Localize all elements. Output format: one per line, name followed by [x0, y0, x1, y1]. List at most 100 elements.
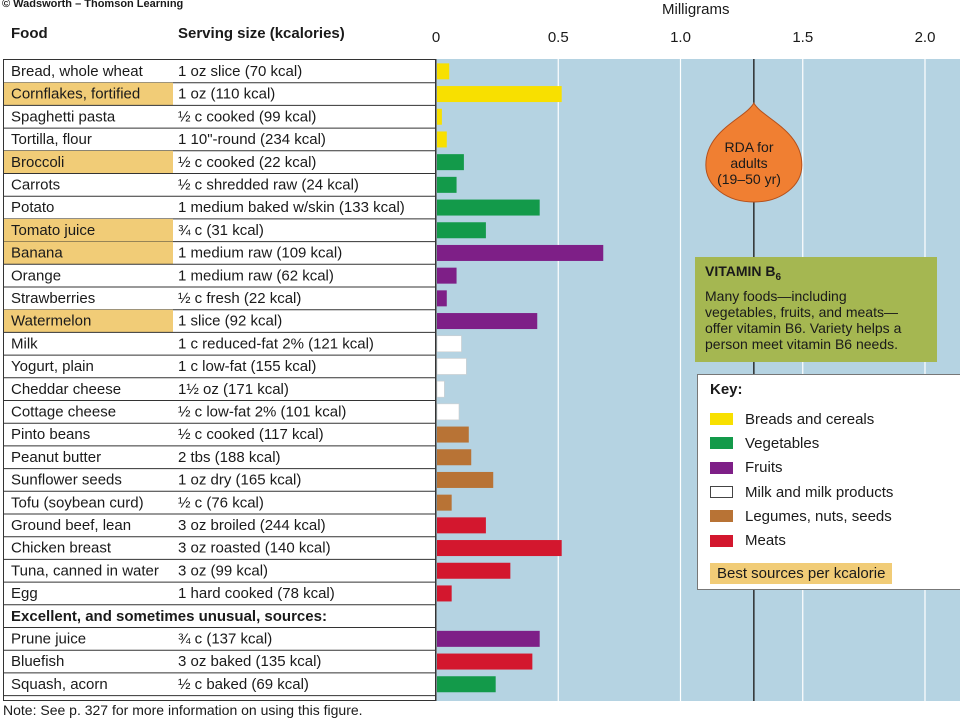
- serving-size: 3 oz baked (135 kcal): [178, 653, 321, 670]
- bar-vegetables: [437, 222, 486, 239]
- food-name: Tuna, canned in water: [11, 562, 159, 579]
- bar-fruits: [437, 290, 447, 307]
- best-source-highlight: [4, 241, 173, 265]
- bar-fruits: [437, 267, 457, 284]
- serving-size: ½ c (76 kcal): [178, 494, 264, 511]
- bar-legumes: [437, 426, 469, 443]
- bar-fruits: [437, 313, 538, 330]
- food-name: Milk: [11, 335, 38, 352]
- serving-size: 1 medium raw (62 kcal): [178, 267, 334, 284]
- serving-size: 1 c low-fat (155 kcal): [178, 358, 316, 375]
- serving-size: 3 oz (99 kcal): [178, 562, 268, 579]
- vitamin-b6-info-box: VITAMIN B6 Many foods—including vegetabl…: [695, 257, 937, 362]
- legend-item: Legumes, nuts, seeds: [710, 504, 951, 528]
- serving-size: 3 oz roasted (140 kcal): [178, 540, 331, 557]
- bar-vegetables: [437, 199, 540, 216]
- legend-label: Meats: [745, 532, 786, 550]
- food-name: Spaghetti pasta: [11, 108, 116, 125]
- bar-vegetables: [437, 676, 496, 693]
- serving-size: ½ c fresh (22 kcal): [178, 290, 301, 307]
- best-sources-legend: Best sources per kcalorie: [710, 562, 893, 584]
- serving-size: 1 hard cooked (78 kcal): [178, 585, 335, 602]
- bar-meats: [437, 517, 486, 534]
- food-name: Peanut butter: [11, 449, 101, 466]
- bar-breads: [437, 108, 442, 125]
- serving-size: 3 oz broiled (244 kcal): [178, 517, 326, 534]
- legend-swatch: [710, 534, 733, 547]
- food-name: Strawberries: [11, 290, 95, 307]
- serving-size: 1 slice (92 kcal): [178, 313, 282, 330]
- x-axis-title: Milligrams: [662, 1, 730, 18]
- legend-item: Milk and milk products: [710, 480, 951, 504]
- bar-fruits: [437, 244, 604, 261]
- food-column-header: Food: [11, 25, 48, 42]
- food-name: Watermelon: [11, 313, 91, 330]
- food-name: Ground beef, lean: [11, 517, 131, 534]
- x-tick-label: 1.5: [792, 29, 813, 46]
- serving-size: 1 oz slice (70 kcal): [178, 63, 302, 80]
- bar-breads: [437, 86, 562, 103]
- serving-size: ¾ c (137 kcal): [178, 631, 272, 648]
- footnote: Note: See p. 327 for more information on…: [3, 702, 363, 718]
- bar-legumes: [437, 449, 472, 466]
- rda-line-1: RDA for: [724, 139, 774, 155]
- food-name: Tofu (soybean curd): [11, 494, 144, 511]
- legend-swatch: [710, 437, 733, 450]
- legend-box: Key: Breads and cereals Vegetables Fruits M…: [697, 374, 960, 590]
- food-name: Egg: [11, 585, 38, 602]
- legend-swatch: [710, 413, 733, 426]
- x-tick-label: 0: [432, 29, 440, 46]
- food-name: Yogurt, plain: [11, 358, 94, 375]
- serving-size: ½ c low-fat 2% (101 kcal): [178, 404, 346, 421]
- vitamin-b6-description: Many foods—including vegetables, fruits,…: [705, 288, 927, 352]
- serving-size: ½ c baked (69 kcal): [178, 676, 309, 693]
- food-name: Cottage cheese: [11, 404, 116, 421]
- bar-milk: [436, 403, 460, 421]
- food-name: Bread, whole wheat: [11, 63, 144, 80]
- bar-vegetables: [437, 154, 464, 171]
- bar-milk: [436, 335, 462, 353]
- vitamin-desc-line: Many foods—including: [705, 287, 847, 304]
- food-name: Tomato juice: [11, 222, 95, 239]
- bar-meats: [437, 585, 452, 602]
- x-tick-label: 0.5: [548, 29, 569, 46]
- section-label: Excellent, and sometimes unusual, source…: [11, 608, 327, 625]
- bar-vegetables: [437, 176, 457, 193]
- bar-legumes: [437, 494, 452, 511]
- bar-milk: [436, 358, 467, 375]
- legend-label: Fruits: [745, 459, 783, 477]
- serving-size: 1 medium raw (109 kcal): [178, 245, 342, 262]
- food-name: Cheddar cheese: [11, 381, 121, 398]
- legend-title: Key:: [710, 381, 743, 398]
- best-source-highlight: [4, 309, 173, 333]
- bar-breads: [437, 131, 447, 148]
- bar-meats: [437, 540, 562, 557]
- vitamin-desc-line: person meet vitamin B6 needs.: [705, 335, 898, 352]
- serving-size: 1½ oz (171 kcal): [178, 381, 289, 398]
- legend-label: Breads and cereals: [745, 410, 875, 428]
- serving-size: ½ c cooked (22 kcal): [178, 154, 316, 171]
- food-name: Potato: [11, 199, 54, 216]
- food-name: Chicken breast: [11, 540, 112, 557]
- best-source-highlight: [4, 150, 173, 174]
- food-name: Cornflakes, fortified: [11, 86, 140, 103]
- legend-label: Milk and milk products: [745, 483, 894, 501]
- rda-line-3: (19–50 yr): [717, 171, 781, 187]
- food-name: Pinto beans: [11, 426, 90, 443]
- best-source-highlight: [4, 82, 173, 106]
- x-tick-label: 2.0: [915, 29, 936, 46]
- food-name: Carrots: [11, 177, 60, 194]
- x-tick-label: 1.0: [670, 29, 691, 46]
- food-name: Bluefish: [11, 653, 64, 670]
- bar-legumes: [437, 471, 494, 488]
- food-name: Banana: [11, 245, 63, 262]
- best-source-highlight: [4, 218, 173, 242]
- bar-meats: [437, 653, 533, 670]
- vitamin-b6-title: VITAMIN B6: [705, 263, 782, 283]
- legend-label: Vegetables: [745, 434, 820, 452]
- serving-size: 2 tbs (188 kcal): [178, 449, 281, 466]
- rda-drop-shape: [705, 101, 803, 203]
- food-name: Sunflower seeds: [11, 472, 122, 489]
- legend-swatch: [710, 486, 733, 499]
- serving-size: 1 10"-round (234 kcal): [178, 131, 326, 148]
